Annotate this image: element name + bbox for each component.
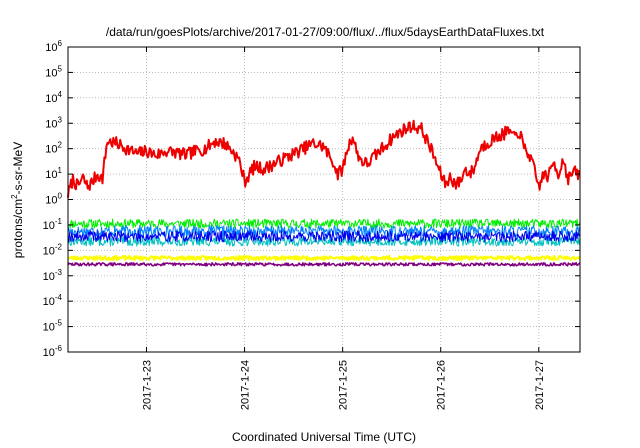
y-tick-base: 10	[43, 271, 55, 283]
x-tick-label: 2017-1-23	[141, 360, 153, 410]
series-line	[67, 119, 581, 198]
y-axis-label-rest: -s-sr-MeV	[11, 142, 25, 195]
y-tick-label: 103	[45, 115, 62, 130]
y-tick-label: 102	[45, 141, 62, 156]
y-tick-exponent: 6	[58, 39, 63, 48]
series-line	[67, 236, 581, 247]
y-tick-exponent: 5	[58, 64, 63, 73]
y-tick-label: 10-5	[43, 319, 63, 334]
y-tick-label: 10-6	[43, 344, 63, 359]
y-tick-label: 10-4	[43, 293, 63, 308]
y-tick-base: 10	[43, 245, 55, 257]
data-series	[67, 119, 581, 267]
y-tick-base: 10	[43, 220, 55, 232]
grid-lines	[68, 47, 580, 352]
y-tick-exponent: 0	[58, 192, 63, 201]
y-tick-label: 105	[45, 64, 62, 79]
x-tick-label: 2017-1-26	[436, 360, 448, 410]
y-tick-exponent: -5	[55, 319, 63, 328]
y-axis-label-main: protons/cm	[11, 199, 25, 258]
y-tick-label: 10-1	[43, 217, 63, 232]
chart-title: /data/run/goesPlots/archive/2017-01-27/0…	[106, 25, 545, 39]
y-tick-label: 101	[45, 166, 62, 181]
y-tick-exponent: -1	[55, 217, 63, 226]
y-tick-label: 100	[45, 192, 62, 207]
y-tick-base: 10	[45, 195, 57, 207]
y-axis-label: protons/cm2-s-sr-MeV	[10, 142, 25, 258]
y-tick-label: 10-3	[43, 268, 63, 283]
x-tick-label: 2017-1-24	[240, 360, 252, 410]
series-line	[67, 225, 581, 238]
axis-ticks: 10610510410310210110010-110-210-310-410-…	[43, 39, 580, 410]
x-axis-label: Coordinated Universal Time (UTC)	[232, 430, 416, 444]
y-axis-label-sup: 2	[10, 194, 19, 199]
y-tick-exponent: 1	[58, 166, 63, 175]
y-tick-label: 10-2	[43, 242, 63, 257]
y-tick-exponent: -4	[55, 293, 63, 302]
y-tick-exponent: 4	[58, 90, 63, 99]
x-tick-label: 2017-1-25	[338, 360, 350, 410]
y-tick-exponent: 2	[58, 141, 63, 150]
series-line	[67, 254, 581, 261]
y-tick-base: 10	[45, 93, 57, 105]
y-tick-label: 106	[45, 39, 62, 54]
y-tick-base: 10	[45, 118, 57, 130]
series-line	[67, 262, 581, 267]
series-line	[67, 218, 581, 229]
y-tick-exponent: -3	[55, 268, 63, 277]
y-tick-base: 10	[43, 322, 55, 334]
y-tick-base: 10	[43, 347, 55, 359]
y-tick-base: 10	[45, 169, 57, 181]
y-tick-label: 104	[45, 90, 62, 105]
series-line	[67, 230, 581, 243]
y-tick-base: 10	[45, 67, 57, 79]
y-tick-exponent: -6	[55, 344, 63, 353]
y-tick-base: 10	[45, 42, 57, 54]
x-tick-label: 2017-1-27	[534, 360, 546, 410]
y-tick-exponent: -2	[55, 242, 63, 251]
y-tick-base: 10	[43, 296, 55, 308]
y-tick-exponent: 3	[58, 115, 63, 124]
y-tick-base: 10	[45, 144, 57, 156]
